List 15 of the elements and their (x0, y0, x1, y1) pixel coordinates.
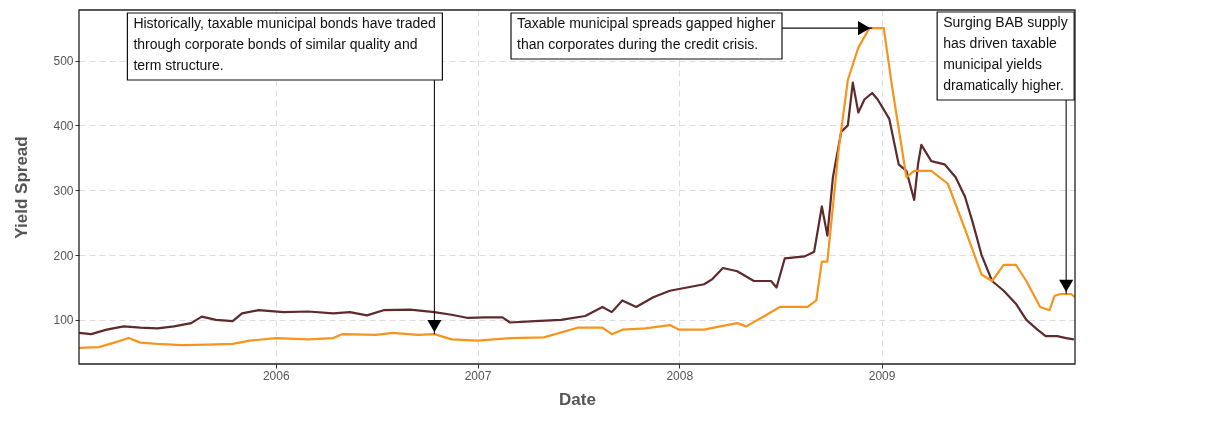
annotation: Taxable municipal spreads gapped higher than corporates during the credit crisis. (517, 15, 776, 52)
y-tick-label: 400 (53, 118, 74, 133)
line-series (79, 81, 1075, 341)
x-tick-label: 2007 (464, 368, 492, 383)
x-tick-label: 2008 (666, 368, 694, 383)
x-tick-label: 2009 (868, 368, 896, 383)
y-tick-label: 500 (53, 54, 74, 69)
annotation: Surging BAB supply has driven taxable municipal yields dramatically higher. (943, 14, 1068, 93)
y-tick-label: 200 (53, 248, 74, 263)
y-tick-label: 100 (53, 313, 74, 328)
x-tick-label: 2006 (262, 368, 290, 383)
x-axis-title: Date (559, 389, 596, 409)
y-axis-title: Yield Spread (12, 136, 32, 239)
y-tick-label: 300 (53, 183, 74, 198)
annotation: Historically, taxable municipal bonds have traded through corporate bonds of similar quality and term structure. (133, 15, 436, 73)
